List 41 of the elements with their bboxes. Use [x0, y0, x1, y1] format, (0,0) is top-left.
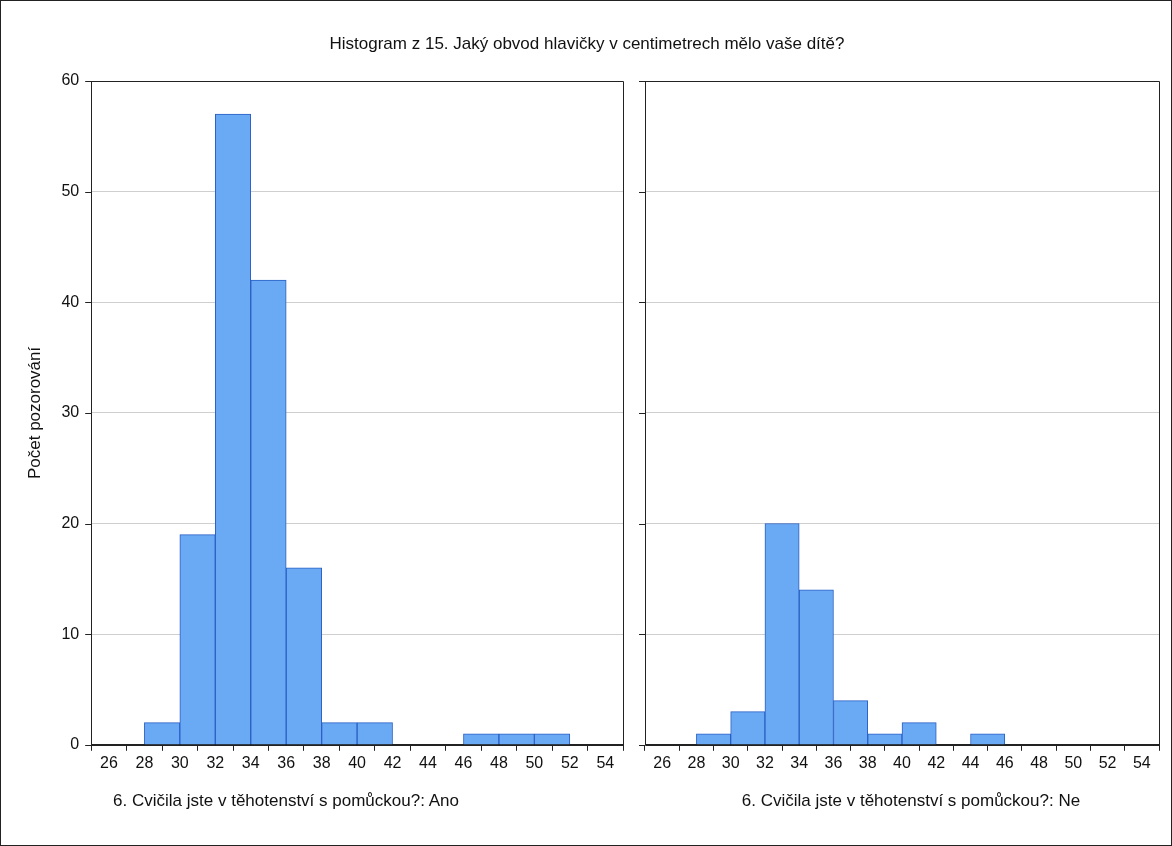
x-tick-label: 28 — [687, 753, 706, 771]
x-tick-label: 38 — [858, 753, 877, 771]
x-tick-label: 40 — [348, 753, 367, 771]
x-tick-label: 52 — [560, 753, 579, 771]
x-tick-label: 34 — [790, 753, 809, 771]
x-tick-label: 42 — [383, 753, 402, 771]
chart-title: Histogram z 15. Jaký obvod hlavičky v centimetrech mělo vaše dítě? — [328, 34, 846, 54]
x-tick-label: 26 — [653, 753, 672, 771]
y-tick-label: 40 — [61, 292, 80, 310]
x-tick-label: 46 — [995, 753, 1014, 771]
x-tick-label: 32 — [756, 753, 774, 771]
x-tick-label: 40 — [893, 753, 911, 771]
x-tick-label: 50 — [525, 753, 544, 771]
x-tick-label: 34 — [241, 753, 260, 771]
x-tick-label: 26 — [100, 753, 118, 771]
x-tick-label: 46 — [454, 753, 473, 771]
x-tick-label: 36 — [824, 753, 843, 771]
x-axis-title: 6. Cvičila jste v těhotenství s pomůckou?: Ne — [740, 790, 1082, 812]
y-tick-label: 10 — [61, 624, 80, 642]
y-axis-title: Počet pozorování — [24, 346, 44, 480]
y-tick-label: 50 — [61, 182, 80, 200]
x-tick-label: 38 — [312, 753, 331, 771]
x-tick-label: 28 — [135, 753, 154, 771]
x-tick-label: 30 — [721, 753, 740, 771]
x-axis-title: 6. Cvičila jste v těhotenství s pomůckou?: Ano — [112, 790, 460, 812]
x-tick-label: 48 — [1030, 753, 1049, 771]
x-tick-label: 52 — [1098, 753, 1117, 771]
x-tick-label: 54 — [1132, 753, 1151, 771]
x-tick-label: 50 — [1064, 753, 1083, 771]
x-tick-label: 32 — [206, 753, 225, 771]
x-tick-label: 44 — [419, 753, 438, 771]
y-tick-label: 20 — [61, 513, 80, 531]
x-tick-label: 44 — [961, 753, 980, 771]
x-tick-label: 48 — [490, 753, 508, 771]
x-tick-label: 42 — [927, 753, 946, 771]
y-tick-label: 0 — [70, 735, 80, 753]
x-tick-label: 54 — [596, 753, 615, 771]
y-tick-label: 30 — [61, 403, 80, 421]
x-tick-label: 36 — [277, 753, 296, 771]
x-tick-label: 30 — [170, 753, 189, 771]
y-tick-label: 60 — [61, 71, 80, 89]
